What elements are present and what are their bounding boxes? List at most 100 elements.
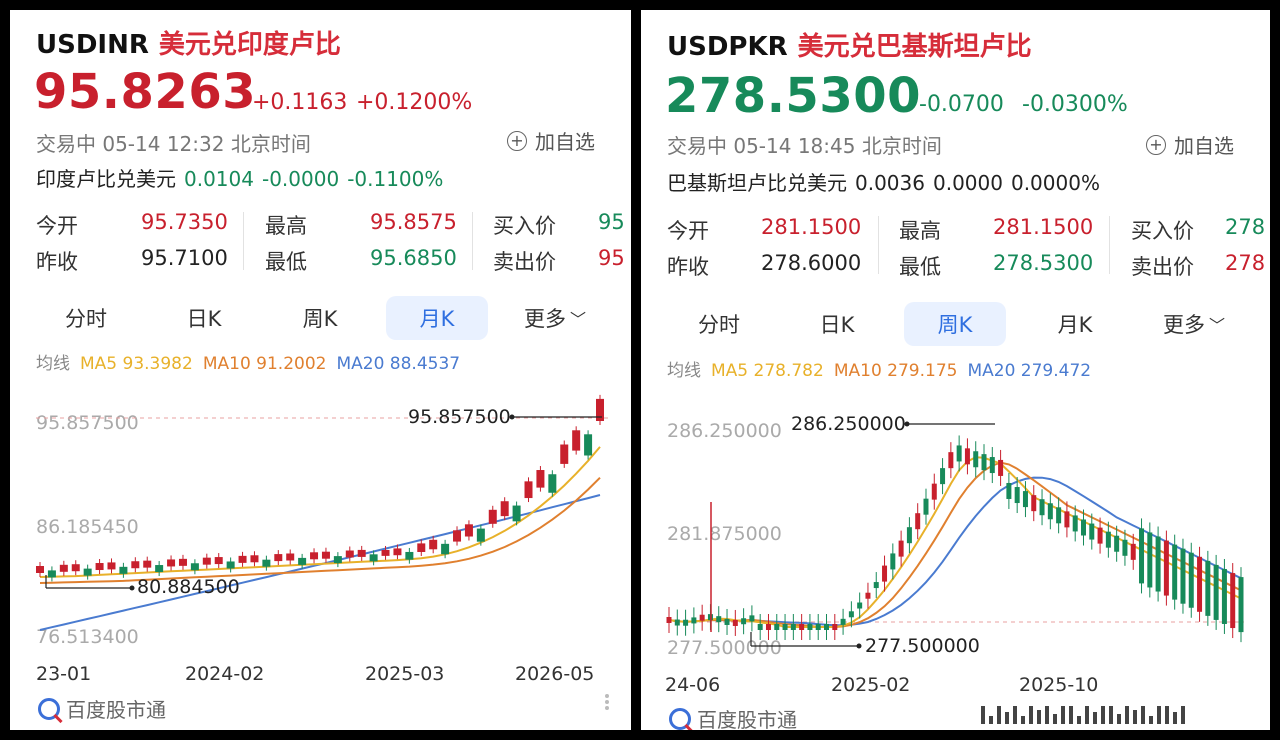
candle [572, 430, 581, 451]
candle [1056, 507, 1062, 524]
candle [405, 551, 414, 560]
tab-more-label: 更多 [1162, 313, 1205, 337]
candle [71, 564, 80, 572]
tab-more[interactable]: 更多 ﹀ [1149, 302, 1239, 346]
candle [95, 563, 104, 571]
candle [732, 619, 738, 626]
candle [59, 564, 68, 572]
watermark-bar [1133, 710, 1137, 724]
candle [274, 554, 283, 562]
candle [989, 457, 995, 474]
watermark-bar [1085, 706, 1089, 724]
candle [683, 619, 689, 626]
candle [298, 557, 307, 565]
candle [1014, 487, 1020, 504]
candle [1238, 577, 1244, 633]
ma-label: 均线 [36, 354, 70, 374]
bid-label: 买入价 [1131, 219, 1194, 243]
watermark-bar [1029, 706, 1033, 724]
candle [1155, 536, 1161, 592]
stat-divider [243, 212, 244, 270]
tab-daily-k[interactable]: 日K [186, 307, 222, 331]
pair-title: USDPKR 美元兑巴基斯坦卢比 [667, 26, 1032, 63]
ma-legend: 均线 MA5 278.782 MA10 279.175 MA20 279.472 [667, 356, 1091, 381]
tab-monthly-k[interactable]: 月K [386, 296, 488, 340]
candle [931, 483, 937, 500]
candle [596, 398, 604, 421]
tab-weekly-k[interactable]: 周K [302, 307, 338, 331]
add-watchlist-button[interactable]: + 加自选 [1146, 130, 1234, 159]
ma10-line [39, 476, 601, 584]
candle [178, 558, 187, 566]
candlestick-chart[interactable]: 286.250000 281.875000 277.500000 286.250000… [641, 392, 1270, 712]
candle [143, 560, 152, 568]
candle [716, 616, 722, 623]
candle [1089, 523, 1095, 540]
candle [998, 459, 1004, 476]
candle [1197, 556, 1203, 612]
candlestick-chart[interactable]: 95.857500 86.185450 76.513400 95.857500 80.8… [10, 385, 631, 690]
watermark-bar [1181, 706, 1185, 724]
candle [964, 448, 970, 465]
candle [1114, 535, 1120, 552]
candle [923, 498, 929, 515]
candle [799, 624, 805, 630]
x-axis-label: 24-06 [665, 674, 720, 696]
price-change: -0.0700 [919, 92, 1004, 117]
tab-daily-k[interactable]: 日K [819, 313, 855, 337]
candle [890, 553, 896, 570]
candle [1097, 527, 1103, 544]
ask-label: 卖出价 [1131, 255, 1194, 279]
high-label: 最高 [899, 219, 941, 243]
candle [1221, 568, 1227, 624]
watermark-bar [1069, 706, 1073, 724]
candle [790, 624, 796, 630]
candle [417, 543, 426, 552]
reverse-change: -0.0000 [261, 167, 340, 191]
candle [765, 624, 771, 630]
candle [832, 624, 838, 630]
watermark-bar [1045, 706, 1049, 724]
y-axis-label: 76.513400 [36, 626, 139, 648]
candle [1172, 544, 1178, 600]
ma10-value: MA10 91.2002 [202, 354, 327, 374]
candle [345, 550, 354, 558]
watermark-bar [1021, 716, 1025, 724]
candle [1047, 503, 1053, 520]
tab-monthly-k[interactable]: 月K [1057, 313, 1093, 337]
ma10-line [668, 461, 1242, 628]
candle [898, 540, 904, 557]
tab-intraday[interactable]: 分时 [65, 307, 107, 331]
candle [500, 501, 509, 517]
watermark-bar [1125, 706, 1129, 724]
low-label: 最低 [899, 255, 941, 279]
tab-intraday[interactable]: 分时 [698, 313, 740, 337]
candle [381, 549, 390, 556]
tab-more[interactable]: 更多 ﹀ [510, 296, 600, 340]
max-annotation: 286.250000 [791, 413, 906, 435]
watermark-bar [1037, 710, 1041, 724]
max-pointer-dot [904, 421, 910, 427]
pair-name-prefix: 美元兑 [797, 32, 876, 62]
add-watchlist-label: 加自选 [535, 130, 595, 154]
candle [906, 527, 912, 544]
pair-name: 美元兑印度卢比 [158, 30, 341, 60]
tab-weekly-k[interactable]: 周K [904, 302, 1006, 346]
ma5-value: MA5 278.782 [711, 361, 824, 381]
ma20-value: MA20 279.472 [967, 361, 1092, 381]
candle [1213, 564, 1219, 620]
candle [321, 551, 330, 559]
candle [107, 562, 116, 570]
ask-value: 278 [1225, 251, 1266, 275]
min-pointer-dot [129, 585, 135, 591]
candle [83, 568, 92, 576]
watermark-bar [1101, 706, 1105, 724]
add-watchlist-button[interactable]: + 加自选 [507, 126, 595, 155]
open-label: 今开 [667, 219, 709, 243]
watermark-bar [1013, 706, 1017, 724]
reverse-label: 巴基斯坦卢比兑美元 [667, 171, 847, 195]
candle [1039, 499, 1045, 516]
current-price: 278.5300 [665, 68, 922, 124]
more-vertical-icon[interactable] [605, 694, 609, 710]
pair-symbol: USDPKR [667, 32, 788, 62]
